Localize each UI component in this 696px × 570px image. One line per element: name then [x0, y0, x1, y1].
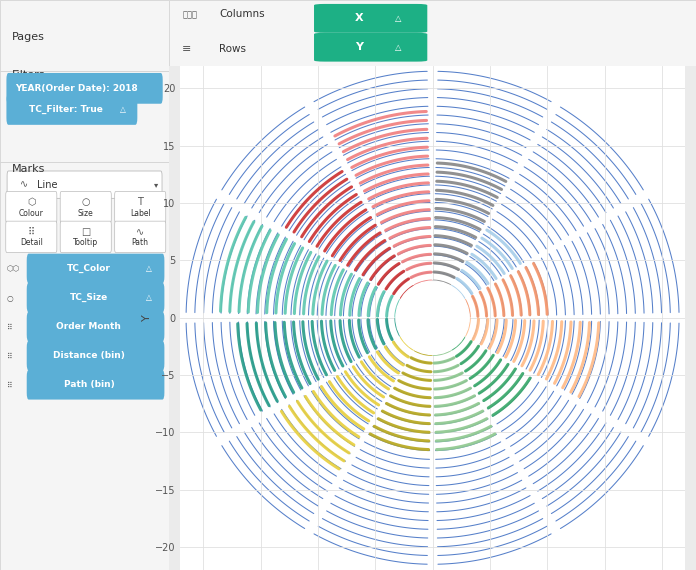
Text: Pages: Pages: [12, 32, 45, 42]
FancyBboxPatch shape: [61, 221, 111, 253]
Bar: [0, 0, 169, 71]
FancyBboxPatch shape: [115, 221, 166, 253]
FancyBboxPatch shape: [6, 221, 57, 253]
FancyBboxPatch shape: [6, 94, 137, 125]
Text: Distance (bin): Distance (bin): [53, 351, 125, 360]
Text: ⠿: ⠿: [28, 227, 35, 237]
FancyBboxPatch shape: [26, 254, 164, 283]
Text: ≡: ≡: [182, 43, 191, 54]
Text: ⠿: ⠿: [7, 323, 13, 332]
Text: Y: Y: [355, 42, 363, 52]
Text: ⠿: ⠿: [7, 381, 13, 390]
Bar: [0, 71, 169, 162]
Text: △: △: [395, 43, 402, 52]
Text: ⬡⬡: ⬡⬡: [7, 264, 20, 274]
FancyBboxPatch shape: [314, 4, 427, 32]
FancyBboxPatch shape: [26, 312, 164, 341]
Text: TC_Size: TC_Size: [70, 293, 108, 302]
Text: Order Month: Order Month: [56, 322, 121, 331]
FancyBboxPatch shape: [26, 370, 164, 400]
Text: Columns: Columns: [219, 10, 264, 19]
Text: ∿: ∿: [136, 227, 144, 237]
Text: Path (bin): Path (bin): [63, 380, 114, 389]
Text: X: X: [354, 13, 363, 23]
Text: TC_Filter: True: TC_Filter: True: [29, 105, 102, 114]
Text: △: △: [120, 105, 125, 114]
Text: Filters: Filters: [12, 70, 45, 80]
Text: Detail: Detail: [20, 238, 42, 247]
Text: Path: Path: [132, 238, 149, 247]
Text: ∿: ∿: [20, 180, 29, 190]
Text: □: □: [81, 227, 90, 237]
FancyBboxPatch shape: [7, 171, 162, 198]
Bar: [0, 162, 169, 570]
Text: Colour: Colour: [19, 209, 44, 218]
Text: Marks: Marks: [12, 164, 45, 174]
Text: T: T: [137, 197, 143, 207]
Text: △: △: [395, 14, 402, 23]
FancyBboxPatch shape: [26, 341, 164, 371]
Text: YEAR(Order Date): 2018: YEAR(Order Date): 2018: [15, 84, 139, 93]
Text: △: △: [146, 293, 152, 302]
Text: ⦿⦿⦿: ⦿⦿⦿: [182, 10, 197, 19]
Text: ○: ○: [7, 294, 13, 303]
Text: Label: Label: [130, 209, 150, 218]
Text: Rows: Rows: [219, 43, 246, 54]
Text: ⬡: ⬡: [27, 197, 35, 207]
FancyBboxPatch shape: [314, 32, 427, 62]
FancyBboxPatch shape: [61, 192, 111, 223]
Circle shape: [396, 281, 469, 355]
FancyBboxPatch shape: [26, 283, 164, 312]
Text: ⠿: ⠿: [7, 352, 13, 361]
Y-axis label: Y: Y: [142, 315, 152, 321]
Text: ○: ○: [81, 197, 90, 207]
Text: Line: Line: [37, 180, 58, 190]
Text: TC_Color: TC_Color: [67, 264, 111, 273]
FancyBboxPatch shape: [6, 192, 57, 223]
Text: Size: Size: [78, 209, 94, 218]
Text: △: △: [146, 264, 152, 273]
FancyBboxPatch shape: [115, 192, 166, 223]
Text: ▾: ▾: [154, 180, 158, 189]
Text: Tooltip: Tooltip: [73, 238, 98, 247]
FancyBboxPatch shape: [6, 73, 163, 104]
